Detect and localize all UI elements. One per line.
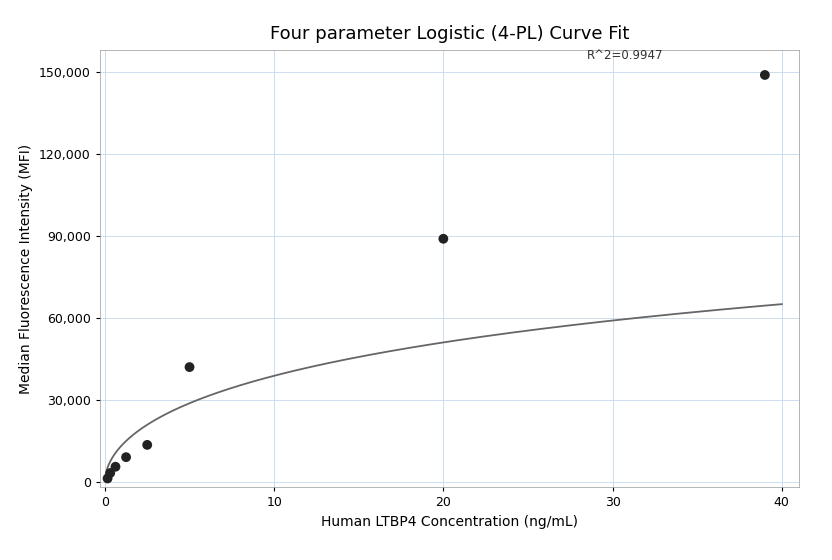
Title: Four parameter Logistic (4-PL) Curve Fit: Four parameter Logistic (4-PL) Curve Fit [270,25,629,43]
Point [437,234,450,243]
Point [120,452,133,461]
Y-axis label: Median Fluorescence Intensity (MFI): Median Fluorescence Intensity (MFI) [19,144,33,394]
Point [141,440,154,449]
X-axis label: Human LTBP4 Concentration (ng/mL): Human LTBP4 Concentration (ng/mL) [321,515,577,529]
Point [101,474,114,483]
Text: R^2=0.9947: R^2=0.9947 [587,49,664,62]
Point [103,469,116,478]
Point [183,363,196,372]
Point [758,71,771,80]
Point [109,462,122,471]
